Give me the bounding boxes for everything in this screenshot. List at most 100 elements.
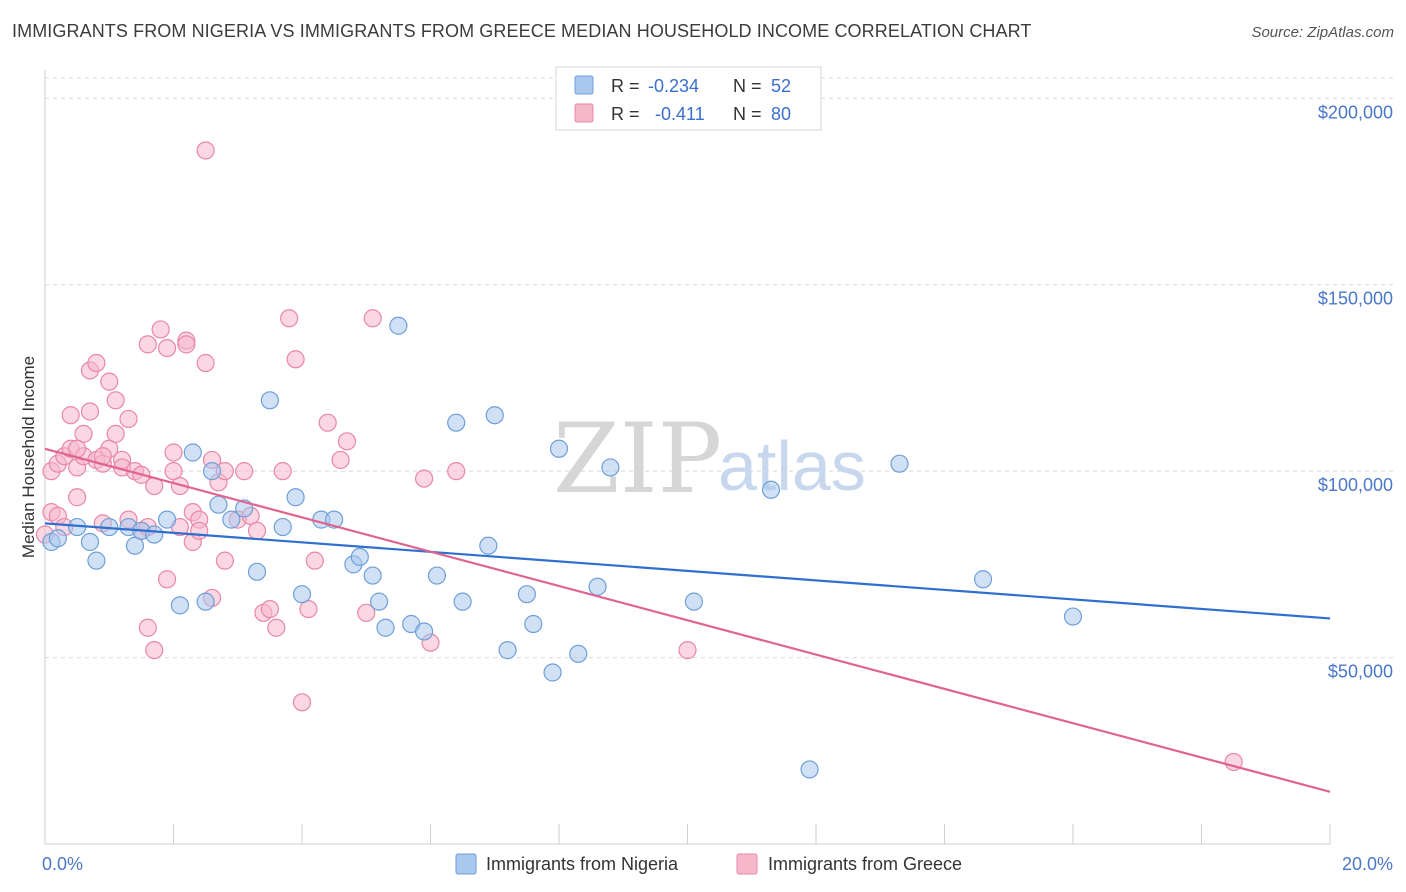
- point-nigeria: [292, 585, 312, 604]
- chart-title: IMMIGRANTS FROM NIGERIA VS IMMIGRANTS FR…: [12, 21, 1032, 41]
- point-greece: [305, 551, 324, 570]
- point-greece: [119, 409, 138, 429]
- point-nigeria: [447, 413, 466, 432]
- watermark-zip: ZIP: [553, 403, 722, 515]
- point-greece: [157, 339, 177, 358]
- point-nigeria: [890, 454, 909, 473]
- point-greece: [145, 641, 164, 660]
- y-axis-label: Median Household Income: [19, 356, 38, 558]
- y-axis-tick-labels: $50,000 $100,000 $150,000 $200,000: [1318, 102, 1393, 681]
- point-greece: [196, 141, 215, 160]
- stats-r-label-nigeria: R =: [611, 76, 640, 96]
- point-greece: [286, 350, 305, 369]
- stats-n-label-greece: N =: [733, 104, 762, 124]
- x-axis-tick-labels: 0.0% 20.0%: [42, 854, 1393, 874]
- point-nigeria: [202, 462, 222, 481]
- point-greece: [447, 462, 466, 481]
- point-nigeria: [543, 663, 562, 682]
- point-greece: [61, 406, 80, 425]
- point-greece: [106, 424, 125, 443]
- point-nigeria: [157, 510, 177, 529]
- point-nigeria: [517, 585, 536, 604]
- gridlines: [45, 77, 1393, 659]
- legend-label-nigeria: Immigrants from Nigeria: [486, 854, 679, 874]
- point-nigeria: [363, 566, 382, 585]
- point-nigeria: [370, 592, 389, 611]
- x-tick-label: 20.0%: [1342, 854, 1393, 874]
- point-nigeria: [260, 391, 279, 410]
- point-greece: [267, 618, 286, 637]
- point-nigeria: [973, 570, 993, 589]
- legend-swatch-greece: [736, 853, 758, 875]
- point-nigeria: [498, 641, 517, 660]
- point-greece: [100, 372, 119, 391]
- point-greece: [164, 443, 183, 462]
- stats-swatch-nigeria: [574, 75, 594, 95]
- point-greece: [80, 402, 100, 421]
- point-greece: [337, 432, 357, 451]
- point-nigeria: [196, 592, 215, 611]
- point-greece: [318, 413, 337, 432]
- legend-label-greece: Immigrants from Greece: [768, 854, 962, 874]
- point-nigeria: [183, 443, 202, 462]
- point-greece: [190, 521, 209, 540]
- point-nigeria: [1063, 607, 1083, 626]
- point-greece: [414, 469, 434, 488]
- trend-lines: [44, 447, 1331, 793]
- point-greece: [138, 618, 157, 637]
- source-credit: Source: ZipAtlas.com: [1251, 24, 1394, 41]
- point-nigeria: [350, 547, 369, 567]
- point-nigeria: [87, 551, 106, 570]
- stats-n-label-nigeria: N =: [733, 76, 762, 96]
- point-greece: [196, 353, 215, 373]
- point-nigeria: [247, 562, 267, 581]
- point-greece: [260, 599, 279, 619]
- point-nigeria: [479, 536, 498, 555]
- point-nigeria: [800, 760, 819, 779]
- point-greece: [215, 551, 234, 570]
- point-greece: [138, 335, 157, 354]
- point-nigeria: [389, 316, 408, 335]
- stats-box: R = -0.234 N = 52 R = -0.411 N = 80: [555, 66, 822, 131]
- legend-swatch-nigeria: [455, 853, 477, 875]
- y-tick-label: $50,000: [1328, 662, 1393, 682]
- point-greece: [678, 641, 697, 660]
- stats-swatch-greece: [574, 103, 594, 123]
- point-nigeria: [222, 510, 241, 529]
- point-nigeria: [145, 525, 164, 544]
- y-tick-label: $200,000: [1318, 102, 1393, 122]
- point-nigeria: [273, 517, 292, 537]
- point-greece: [157, 570, 177, 589]
- point-nigeria: [761, 480, 781, 499]
- trend-line-nigeria: [44, 522, 1331, 620]
- point-greece: [363, 309, 382, 328]
- point-nigeria: [376, 618, 395, 637]
- point-nigeria: [588, 577, 607, 596]
- stats-r-value-nigeria: -0.234: [648, 76, 699, 96]
- point-greece: [280, 309, 299, 328]
- point-nigeria: [427, 566, 447, 585]
- y-tick-label: $100,000: [1318, 475, 1393, 495]
- point-nigeria: [48, 529, 67, 548]
- point-nigeria: [549, 439, 569, 458]
- point-nigeria: [485, 406, 504, 425]
- legend: Immigrants from Nigeria Immigrants from …: [455, 853, 962, 875]
- point-nigeria: [209, 495, 228, 514]
- trend-line-greece: [44, 447, 1331, 793]
- point-nigeria: [601, 458, 620, 477]
- point-nigeria: [80, 532, 100, 552]
- watermark-atlas: atlas: [718, 427, 866, 505]
- point-greece: [68, 488, 87, 507]
- point-greece: [331, 450, 350, 470]
- point-nigeria: [170, 596, 190, 615]
- point-nigeria: [414, 622, 434, 641]
- stats-n-value-greece: 80: [771, 104, 791, 124]
- x-axis-ticks: [44, 824, 1331, 844]
- stats-n-value-nigeria: 52: [771, 76, 791, 96]
- point-greece: [235, 462, 254, 481]
- point-greece: [151, 320, 170, 339]
- x-tick-label: 0.0%: [42, 854, 83, 874]
- point-greece: [273, 462, 292, 481]
- point-greece: [247, 521, 267, 540]
